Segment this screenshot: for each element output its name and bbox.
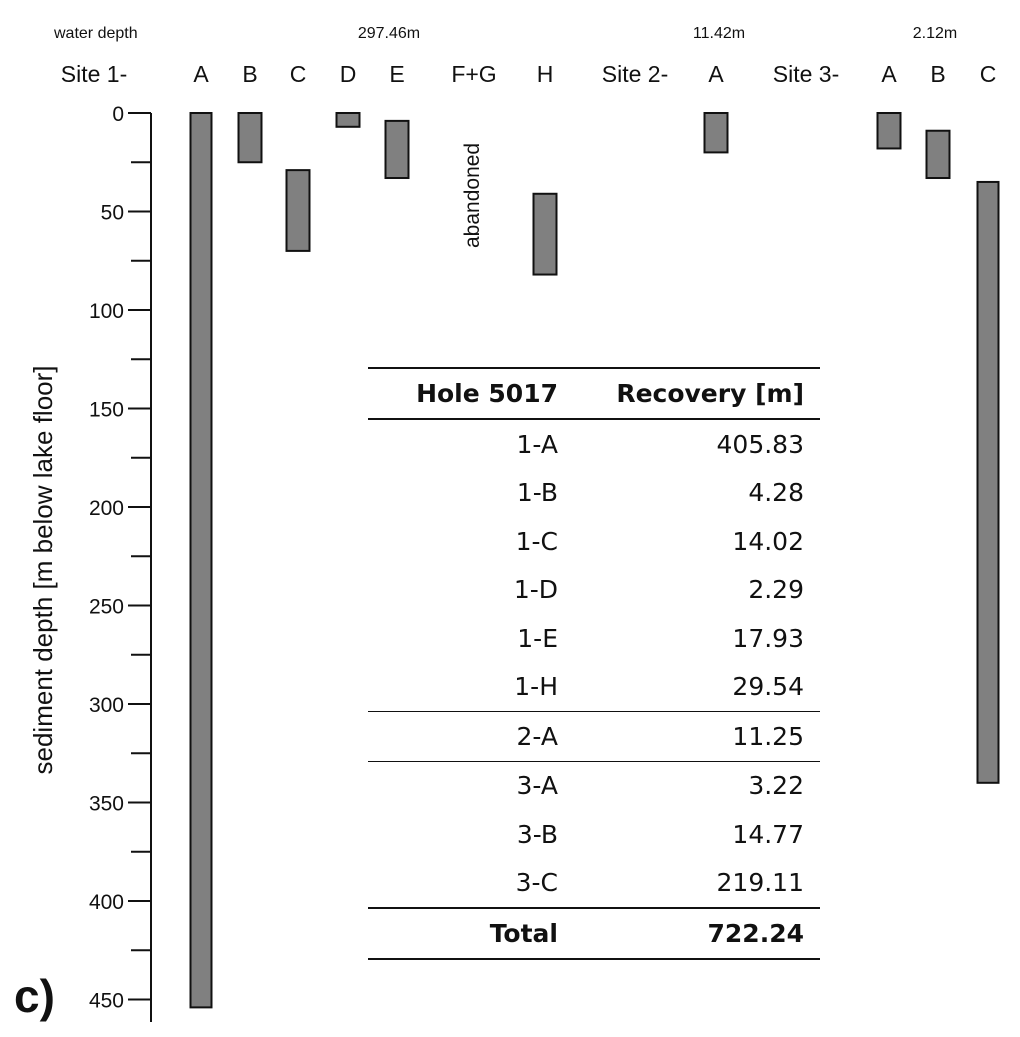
water-depth-label: water depth	[53, 25, 138, 42]
table-row: 1-E 17.93	[368, 614, 820, 663]
recovery-table: Hole 5017 Recovery [m] 1-A 405.83 1-B 4.28…	[368, 367, 820, 960]
recovery-cell: 14.77	[732, 819, 804, 849]
site-water-depth: 11.42m	[693, 25, 745, 42]
table-row: 3-B 14.77	[368, 810, 820, 859]
site-label: Site 2-	[602, 61, 668, 87]
hole-label: D	[340, 61, 357, 87]
total-value: 722.24	[574, 907, 820, 960]
table-row: 3-A 3.22	[368, 760, 820, 810]
core-bar	[976, 180, 1000, 784]
hole-cell: 3-B	[516, 819, 558, 849]
y-axis-label: sediment depth [m below lake floor]	[28, 366, 58, 775]
core-bar	[703, 112, 729, 154]
recovery-cell: 2.29	[748, 575, 804, 605]
panel-label: c)	[14, 970, 55, 1022]
y-tick-label: 300	[89, 694, 124, 717]
table-row: 1-H 29.54	[368, 663, 820, 712]
y-tick-label: 50	[101, 202, 124, 225]
hole-label: A	[193, 61, 209, 87]
recovery-cell: 219.11	[716, 868, 804, 898]
y-tick-label: 100	[89, 300, 124, 323]
hole-cell: 2-A	[368, 711, 574, 761]
recovery-cell: 4.28	[748, 478, 804, 508]
core-bar	[189, 112, 213, 1009]
hole-label: C	[980, 61, 997, 87]
hole-label: E	[389, 61, 404, 87]
hole-label: C	[290, 61, 307, 87]
hole-label: B	[930, 61, 945, 87]
hole-label: B	[242, 61, 257, 87]
table-header-hole: Hole 5017	[368, 367, 574, 420]
core-bar	[384, 119, 410, 180]
table-total-row: Total 722.24	[368, 907, 820, 960]
hole-label: A	[881, 61, 897, 87]
table-header-row: Hole 5017 Recovery [m]	[368, 367, 820, 420]
y-tick-label: 400	[89, 891, 124, 914]
core-bar	[876, 112, 902, 150]
table-row: 1-D 2.29	[368, 566, 820, 615]
hole-cell: 3-A	[368, 760, 574, 810]
y-tick-label: 250	[89, 596, 124, 619]
y-tick-label: 200	[89, 497, 124, 520]
table-row: 1-A 405.83	[368, 419, 820, 469]
recovery-cell: 11.25	[574, 711, 820, 761]
total-label: Total	[368, 907, 574, 960]
site-label: Site 1-	[61, 61, 127, 87]
site-water-depth: 297.46m	[358, 25, 420, 42]
core-bar	[925, 129, 951, 180]
hole-cell: 1-D	[513, 575, 558, 605]
hole-label: F+G	[451, 61, 496, 87]
table-row: 1-B 4.28	[368, 469, 820, 518]
table-row: 1-C 14.02	[368, 517, 820, 566]
y-tick-label: 350	[89, 793, 124, 816]
site-water-depth: 2.12m	[913, 25, 957, 42]
recovery-cell: 405.83	[716, 429, 804, 459]
hole-label: H	[537, 61, 554, 87]
recovery-cell: 3.22	[574, 760, 820, 810]
core-bar	[285, 169, 311, 252]
hole-cell: 3-C	[515, 868, 558, 898]
hole-cell: 1-A	[516, 429, 558, 459]
hole-cell: 1-H	[514, 672, 558, 702]
site-label: Site 3-	[773, 61, 839, 87]
hole-cell: 1-E	[517, 623, 558, 653]
hole-cell: 1-B	[516, 478, 558, 508]
y-tick-label: 450	[89, 990, 124, 1013]
y-tick-label: 150	[89, 399, 124, 422]
table-header-recovery: Recovery [m]	[574, 367, 820, 420]
recovery-cell: 17.93	[732, 623, 804, 653]
core-bar	[532, 192, 558, 276]
recovery-cell: 14.02	[732, 526, 804, 556]
core-bar	[335, 112, 361, 128]
hole-cell: 1-C	[515, 526, 558, 556]
table-row: 2-A 11.25	[368, 711, 820, 761]
y-tick-label: 0	[112, 103, 124, 126]
core-bar	[237, 112, 263, 164]
recovery-cell: 29.54	[732, 672, 804, 702]
hole-label: A	[708, 61, 724, 87]
table-row: 3-C 219.11	[368, 859, 820, 909]
hole-note: abandoned	[461, 143, 484, 248]
